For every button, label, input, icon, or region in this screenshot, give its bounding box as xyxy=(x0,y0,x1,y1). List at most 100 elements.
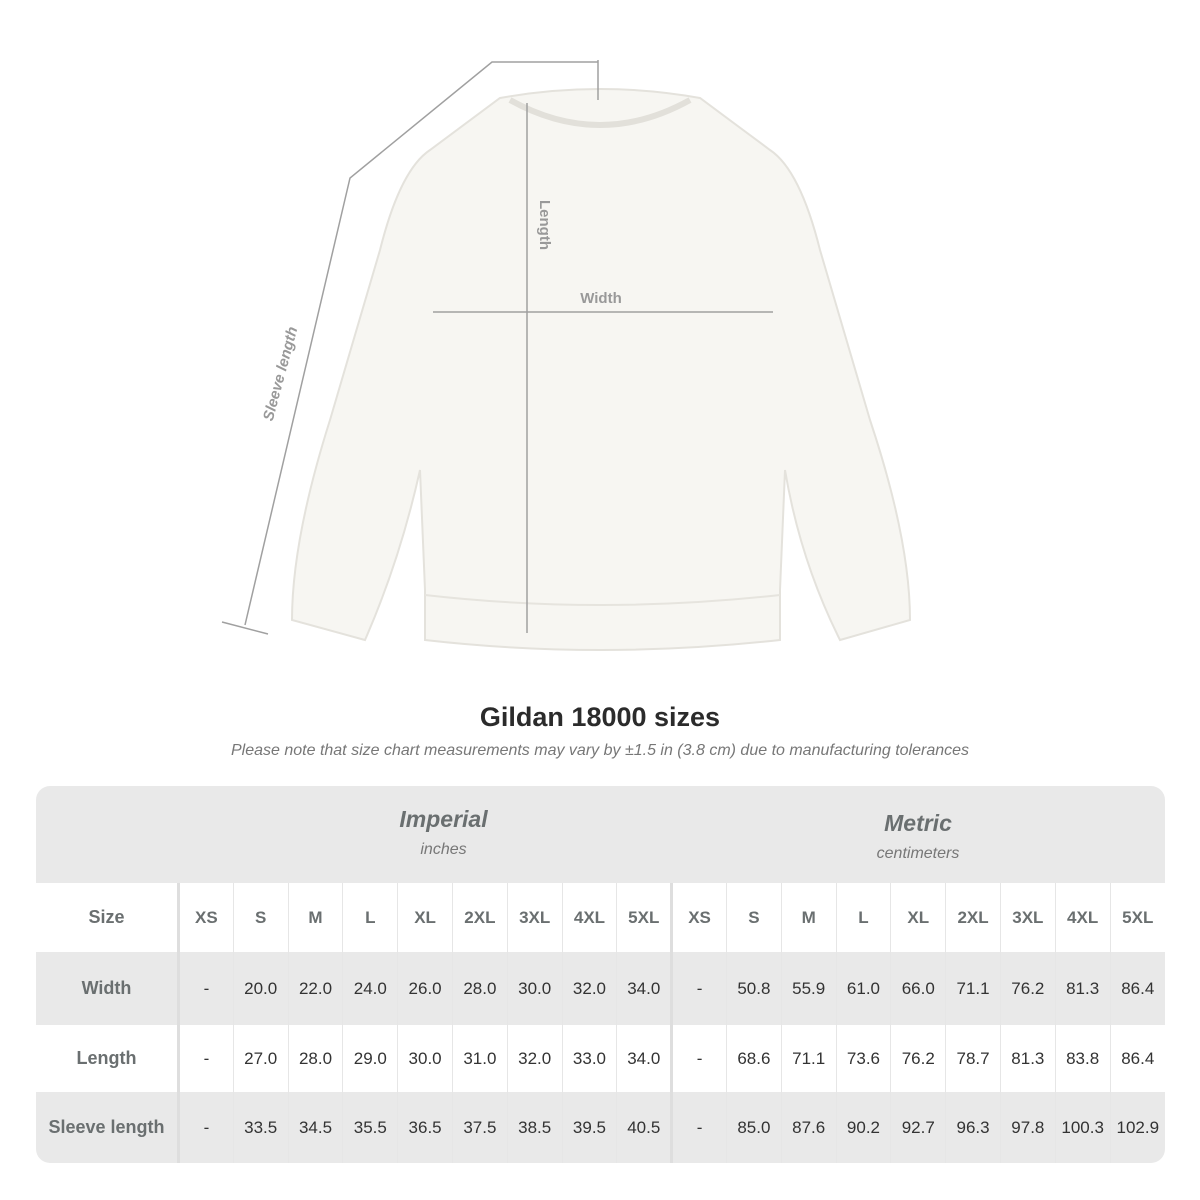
imperial-value-cell: - xyxy=(178,1092,234,1163)
metric-value-cell: 66.0 xyxy=(890,952,946,1025)
metric-value-cell: 78.7 xyxy=(945,1025,1001,1092)
metric-value-cell: 85.0 xyxy=(725,1092,782,1163)
imperial-value-cell: 32.0 xyxy=(561,952,617,1025)
imperial-value-cell: 30.0 xyxy=(397,1025,453,1092)
metric-size-header: XS xyxy=(670,883,727,952)
imperial-value-cell: 28.0 xyxy=(451,952,508,1025)
size-table: Size XS S M L XL 2XL 3XL 4XL 5XL XS S M L XL 2XL 3XL 4XL 5… xyxy=(36,883,1165,1163)
metric-size-header: 5XL xyxy=(1109,883,1165,952)
imperial-value-cell: 34.0 xyxy=(616,952,672,1025)
metric-value-cell: 61.0 xyxy=(835,952,891,1025)
metric-value-cell: 83.8 xyxy=(1054,1025,1111,1092)
metric-value-cell: 55.9 xyxy=(780,952,837,1025)
metric-size-header: 3XL xyxy=(999,883,1056,952)
imperial-value-cell: 29.0 xyxy=(342,1025,398,1092)
imperial-size-header: S xyxy=(232,883,289,952)
metric-size-header: 2XL xyxy=(945,883,1001,952)
imperial-value-cell: 33.0 xyxy=(561,1025,617,1092)
metric-value-cell: 71.1 xyxy=(945,952,1001,1025)
imperial-value-cell: 36.5 xyxy=(397,1092,453,1163)
imperial-value-cell: - xyxy=(178,952,234,1025)
sweatshirt-body xyxy=(290,88,912,651)
imperial-value-cell: 31.0 xyxy=(451,1025,508,1092)
imperial-size-header: 4XL xyxy=(561,883,617,952)
metric-value-cell: 81.3 xyxy=(999,1025,1056,1092)
imperial-value-cell: 30.0 xyxy=(506,952,563,1025)
length-label: Length xyxy=(536,200,553,250)
imperial-value-cell: 28.0 xyxy=(287,1025,343,1092)
imperial-title: Imperial xyxy=(399,806,488,832)
table-header-row: Size XS S M L XL 2XL 3XL 4XL 5XL XS S M L XL 2XL 3XL 4XL 5… xyxy=(36,883,1165,952)
metric-header: Metric centimeters xyxy=(671,810,1165,863)
sleeve-label: Sleeve length xyxy=(260,325,301,423)
unit-header-band: Imperial inches Metric centimeters xyxy=(36,786,1165,883)
imperial-value-cell: 27.0 xyxy=(232,1025,289,1092)
imperial-value-cell: 26.0 xyxy=(397,952,453,1025)
metric-value-cell: 71.1 xyxy=(780,1025,837,1092)
imperial-size-header: L xyxy=(342,883,398,952)
table-row: Length -27.0 28.0 29.0 30.0 31.0 32.0 33.0 34.0-… xyxy=(36,1025,1165,1092)
imperial-value-cell: 22.0 xyxy=(287,952,343,1025)
imperial-size-header: XS xyxy=(178,883,234,952)
metric-size-header: L xyxy=(835,883,891,952)
metric-value-cell: 87.6 xyxy=(780,1092,837,1163)
sweatshirt-illustration: Length Width Sleeve length xyxy=(221,60,912,651)
metric-value-cell: 68.6 xyxy=(725,1025,782,1092)
size-header-label: Size xyxy=(36,883,180,952)
imperial-value-cell: 34.5 xyxy=(287,1092,343,1163)
measure-lines xyxy=(221,60,773,635)
metric-value-cell: - xyxy=(670,952,727,1025)
imperial-size-header: M xyxy=(287,883,343,952)
metric-value-cell: 81.3 xyxy=(1054,952,1111,1025)
imperial-value-cell: 32.0 xyxy=(506,1025,563,1092)
imperial-value-cell: 40.5 xyxy=(616,1092,672,1163)
metric-size-header: S xyxy=(725,883,782,952)
metric-value-cell: 102.9 xyxy=(1109,1092,1165,1163)
imperial-size-header: XL xyxy=(397,883,453,952)
imperial-value-cell: 35.5 xyxy=(342,1092,398,1163)
table-row: Width -20.0 22.0 24.0 26.0 28.0 30.0 32.0 34.0-5… xyxy=(36,952,1165,1025)
imperial-value-cell: 20.0 xyxy=(232,952,289,1025)
collar xyxy=(508,97,692,128)
imperial-value-cell: 24.0 xyxy=(342,952,398,1025)
row-label: Width xyxy=(36,952,180,1025)
metric-size-header: XL xyxy=(890,883,946,952)
metric-value-cell: 97.8 xyxy=(999,1092,1056,1163)
imperial-value-cell: 34.0 xyxy=(616,1025,672,1092)
metric-size-header: 4XL xyxy=(1054,883,1111,952)
imperial-value-cell: 33.5 xyxy=(232,1092,289,1163)
metric-value-cell: 73.6 xyxy=(835,1025,891,1092)
metric-value-cell: - xyxy=(670,1025,727,1092)
sleeve-measure-line xyxy=(221,60,599,635)
imperial-subtitle: inches xyxy=(420,841,467,858)
metric-value-cell: 86.4 xyxy=(1109,1025,1165,1092)
page-title: Gildan 18000 sizes xyxy=(479,702,721,732)
metric-value-cell: 100.3 xyxy=(1054,1092,1111,1163)
metric-value-cell: 92.7 xyxy=(890,1092,946,1163)
table-row: Sleeve length -33.5 34.5 35.5 36.5 37.5 38.5 39… xyxy=(36,1092,1165,1163)
metric-subtitle: centimeters xyxy=(876,845,960,862)
row-label: Length xyxy=(36,1025,180,1092)
imperial-size-header: 3XL xyxy=(506,883,563,952)
imperial-header: Imperial inches xyxy=(216,806,671,859)
metric-title: Metric xyxy=(884,810,952,836)
imperial-value-cell: 39.5 xyxy=(561,1092,617,1163)
imperial-value-cell: 37.5 xyxy=(451,1092,508,1163)
tolerance-note: Please note that size chart measurements… xyxy=(230,742,970,759)
imperial-size-header: 2XL xyxy=(451,883,508,952)
metric-value-cell: 76.2 xyxy=(890,1025,946,1092)
size-chart: Imperial inches Metric centimeters Size X… xyxy=(36,786,1165,1163)
imperial-value-cell: - xyxy=(178,1025,234,1092)
row-label: Sleeve length xyxy=(36,1092,180,1163)
metric-value-cell: - xyxy=(670,1092,727,1163)
width-label: Width xyxy=(580,290,622,307)
metric-value-cell: 96.3 xyxy=(945,1092,1001,1163)
metric-value-cell: 76.2 xyxy=(999,952,1056,1025)
metric-size-header: M xyxy=(780,883,837,952)
metric-value-cell: 90.2 xyxy=(835,1092,891,1163)
imperial-size-header: 5XL xyxy=(616,883,672,952)
metric-value-cell: 86.4 xyxy=(1109,952,1165,1025)
imperial-value-cell: 38.5 xyxy=(506,1092,563,1163)
metric-value-cell: 50.8 xyxy=(725,952,782,1025)
waistband xyxy=(424,594,781,606)
